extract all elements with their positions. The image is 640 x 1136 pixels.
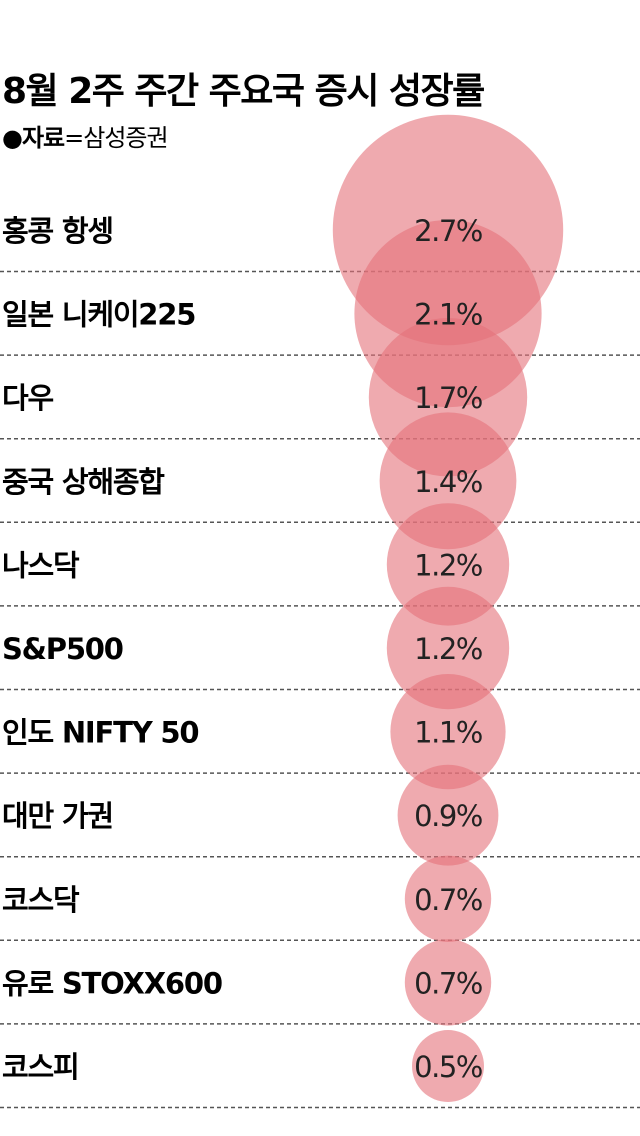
value-label: 0.9% [414, 799, 482, 833]
bubble [390, 674, 506, 790]
bubble [386, 586, 510, 710]
source-label-text: 자료 [21, 124, 65, 152]
value-labels: 2.7% 2.1% 1.7% 1.4% 1.2% 1.2% 1.1% 0.9% 0.7% 0.7%… [414, 214, 483, 1084]
bubble [404, 939, 492, 1026]
row-label: 코스닥 [2, 883, 80, 917]
value-label: 1.2% [414, 632, 482, 666]
row-label: S&P500 [2, 632, 123, 666]
row-label: 인도 NIFTY 50 [2, 716, 198, 750]
row-label: 다우 [2, 381, 53, 415]
value-label: 1.2% [414, 548, 482, 582]
source-value: =삼성증권 [64, 124, 168, 152]
row-label: 유로 STOXX600 [2, 966, 222, 1000]
row-label: 중국 상해종합 [2, 465, 165, 499]
value-label: 1.4% [414, 465, 482, 499]
chart-source: ●자료=삼성증권 [2, 118, 169, 153]
value-label: 0.7% [414, 966, 482, 1000]
source-bullet: ● [2, 124, 23, 152]
row-label: 코스피 [2, 1050, 78, 1084]
chart-title: 8월 2주 주간 주요국 증시 성장률 [2, 71, 485, 112]
bubble [412, 1030, 484, 1102]
value-label: 0.5% [414, 1050, 482, 1084]
row-label: 홍콩 항셍 [2, 214, 113, 248]
value-label: 2.7% [414, 214, 482, 248]
bubble [397, 764, 499, 866]
row-label: 나스닥 [2, 548, 80, 582]
value-label: 1.1% [414, 716, 482, 750]
bubble [404, 855, 492, 942]
value-label: 2.1% [414, 298, 482, 332]
value-label: 0.7% [414, 883, 482, 917]
row-label: 일본 니케이225 [2, 298, 195, 332]
row-label: 대만 가권 [2, 799, 113, 833]
source-label: ●자료 [2, 124, 65, 152]
value-label: 1.7% [414, 381, 482, 415]
bubbles [332, 114, 564, 1102]
